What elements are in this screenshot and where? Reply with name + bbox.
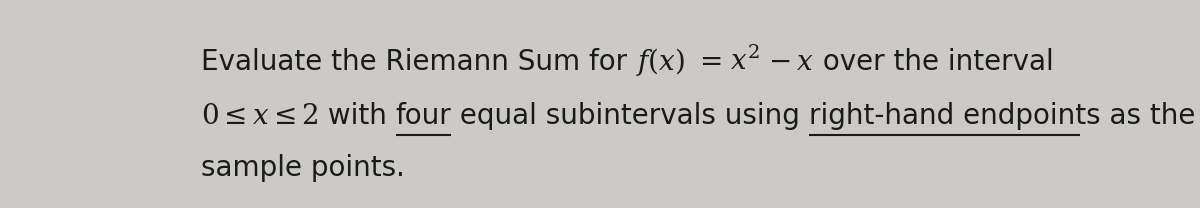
Text: .: . [396, 154, 406, 182]
Text: four: four [396, 102, 451, 130]
Text: sample points: sample points [202, 154, 396, 182]
Text: $=$: $=$ [685, 48, 721, 76]
Text: Evaluate the Riemann Sum for: Evaluate the Riemann Sum for [202, 48, 636, 76]
Text: $-\, x$: $-\, x$ [760, 48, 814, 76]
Text: equal subintervals using: equal subintervals using [451, 102, 809, 130]
Text: $x^{2}$: $x^{2}$ [721, 47, 760, 76]
Text: $f(x)$: $f(x)$ [636, 46, 685, 78]
Text: over the interval: over the interval [814, 48, 1054, 76]
Text: right-hand endpoints as the: right-hand endpoints as the [809, 102, 1195, 130]
Text: with: with [319, 102, 396, 130]
Text: $0 \leq x \leq 2$: $0 \leq x \leq 2$ [202, 102, 319, 130]
